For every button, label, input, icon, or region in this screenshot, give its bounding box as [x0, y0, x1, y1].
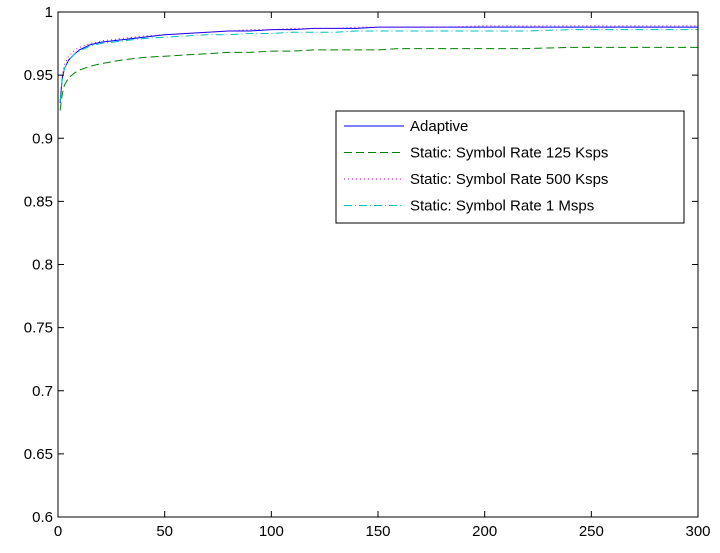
x-tick-label: 100: [259, 523, 284, 540]
legend-label-1: Adaptive: [410, 118, 468, 135]
series-line-4: [59, 29, 698, 102]
y-tick-label: 0.75: [24, 320, 53, 337]
x-tick-label: 0: [54, 523, 62, 540]
legend-label-4: Static: Symbol Rate 1 Msps: [410, 198, 594, 215]
x-tick-label: 150: [365, 523, 390, 540]
x-tick-label: 200: [472, 523, 497, 540]
axes-layer: 0 50 100 150 200 250 300 0.6 0.65 0.7 0.75 0.8 0.85 0…: [24, 4, 711, 540]
y-tick-label: 0.65: [24, 446, 53, 463]
y-tick-label: 0.8: [32, 257, 53, 274]
y-tick-label: 0.6: [32, 509, 53, 526]
legend-label-2: Static: Symbol Rate 125 Ksps: [410, 145, 608, 162]
y-tick-label: 0.9: [32, 130, 53, 147]
y-tick-label: 1: [45, 4, 53, 21]
y-tick-label: 0.95: [24, 67, 53, 84]
x-tick-label: 50: [156, 523, 173, 540]
x-tick-label: 250: [579, 523, 604, 540]
legend: Adaptive Static: Symbol Rate 125 Ksps Stat…: [335, 110, 685, 224]
legend-label-3: Static: Symbol Rate 500 Ksps: [410, 171, 608, 188]
series-line-2: [59, 46, 698, 111]
y-tick-label: 0.7: [32, 383, 53, 400]
series-line-3: [59, 25, 698, 101]
legend-box: [335, 110, 685, 224]
series-line-1: [59, 26, 698, 103]
series-layer: [59, 25, 698, 111]
y-tick-label: 0.85: [24, 193, 53, 210]
x-tick-label: 300: [685, 523, 710, 540]
